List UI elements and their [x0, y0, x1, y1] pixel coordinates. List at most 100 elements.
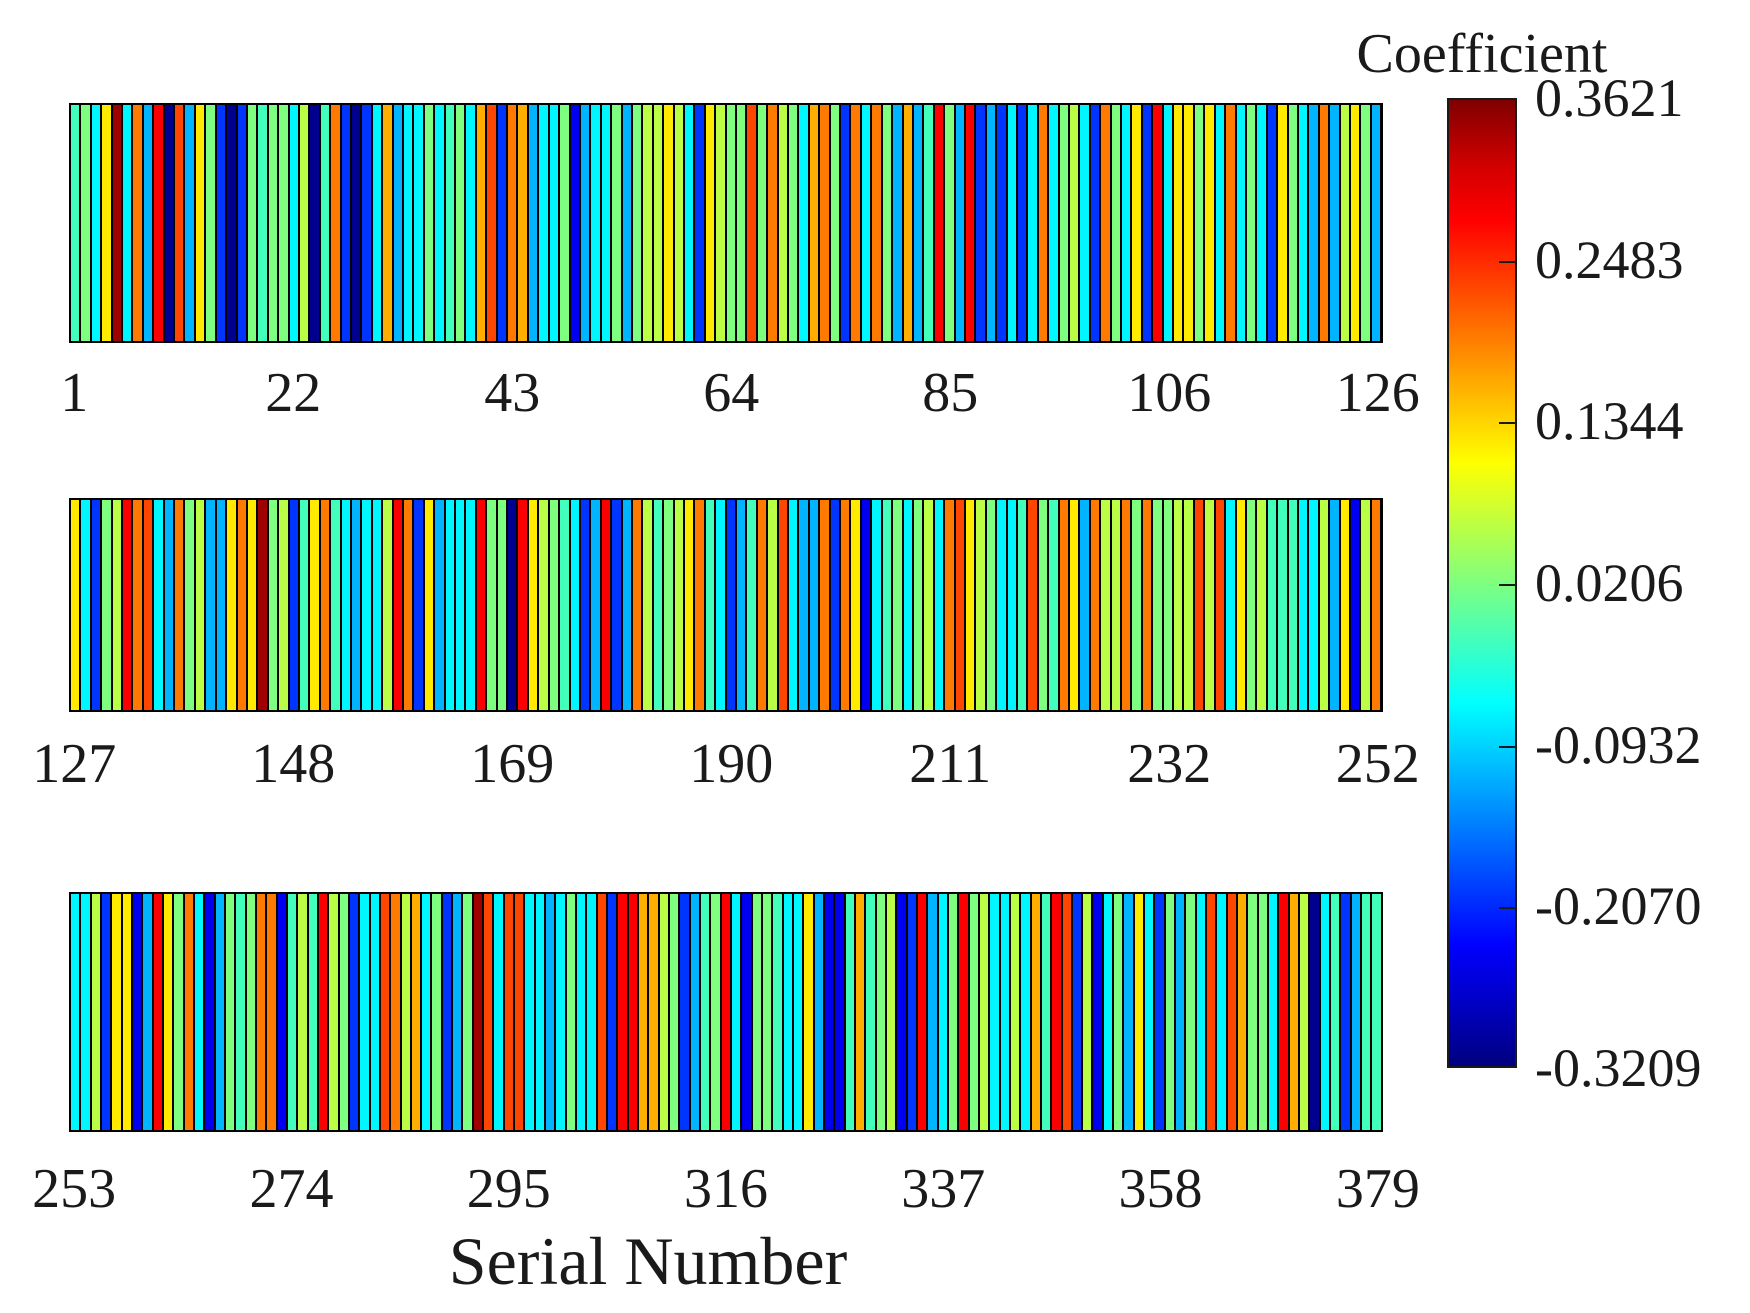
coefficient-cell-serial-194 [766, 500, 777, 710]
coefficient-cell-serial-150 [308, 500, 319, 710]
coefficient-cell-serial-268 [223, 894, 235, 1130]
coefficient-cell-serial-362 [1194, 894, 1206, 1130]
coefficient-cell-serial-294 [492, 894, 503, 1130]
coefficient-cell-serial-191 [735, 500, 746, 710]
coefficient-cell-serial-116 [1265, 105, 1277, 341]
coefficient-cell-serial-15 [214, 105, 226, 341]
coefficient-cell-serial-202 [849, 500, 860, 710]
coefficient-cell-serial-291 [461, 894, 472, 1130]
coefficient-cell-serial-146 [266, 500, 278, 710]
coefficient-cell-serial-145 [256, 500, 267, 710]
coefficient-cell-serial-217 [1005, 500, 1016, 710]
coefficient-cell-serial-128 [79, 500, 90, 710]
coefficient-cell-serial-8 [141, 105, 153, 341]
coefficient-cell-serial-215 [984, 500, 996, 710]
coefficient-cell-serial-227 [1109, 500, 1121, 710]
coefficient-cell-serial-318 [740, 894, 751, 1130]
coefficient-cell-serial-307 [626, 894, 638, 1130]
coefficient-cell-serial-355 [1122, 894, 1133, 1130]
coefficient-cell-serial-10 [162, 105, 174, 341]
coefficient-cell-serial-81 [901, 105, 912, 341]
coefficient-cell-serial-271 [254, 894, 266, 1130]
coefficient-cell-serial-319 [750, 894, 761, 1130]
coefficient-cell-serial-45 [526, 105, 538, 341]
coefficient-cell-serial-229 [1130, 500, 1141, 710]
coefficient-cell-serial-327 [833, 894, 844, 1130]
coefficient-cell-serial-311 [668, 894, 679, 1130]
coefficient-cell-serial-183 [651, 500, 663, 710]
coefficient-cell-serial-115 [1255, 105, 1266, 341]
coefficient-cell-serial-302 [575, 894, 586, 1130]
coefficient-cell-serial-173 [547, 500, 559, 710]
coefficient-cell-serial-122 [1328, 105, 1339, 341]
coefficient-cell-serial-354 [1112, 894, 1123, 1130]
coefficient-cell-serial-218 [1015, 500, 1027, 710]
coefficient-cell-serial-352 [1091, 894, 1102, 1130]
coefficient-cell-serial-203 [859, 500, 871, 710]
coefficient-cell-serial-175 [568, 500, 579, 710]
x-ticks-row-2: 127 148 169 190 211 232 252 [32, 733, 1420, 795]
coefficient-cell-serial-117 [1276, 105, 1287, 341]
coefficient-cell-serial-12 [183, 105, 194, 341]
coefficient-cell-serial-277 [316, 894, 328, 1130]
coefficient-cell-serial-38 [454, 105, 465, 341]
coefficient-cell-serial-142 [225, 500, 236, 710]
coefficient-cell-serial-244 [1286, 500, 1297, 710]
x-tick-label-337: 337 [901, 1158, 986, 1220]
x-tick-label-211: 211 [909, 733, 992, 795]
coefficient-cell-serial-98 [1078, 105, 1089, 341]
coefficient-cell-serial-80 [891, 105, 902, 341]
colorbar-gradient [1447, 98, 1517, 1068]
x-tick-label-85: 85 [922, 362, 979, 424]
coefficient-cell-serial-97 [1068, 105, 1079, 341]
coefficient-cell-serial-153 [339, 500, 350, 710]
coefficient-cell-serial-366 [1236, 894, 1247, 1130]
coefficient-cell-serial-110 [1203, 105, 1214, 341]
coefficient-cell-serial-314 [699, 894, 710, 1130]
coefficient-cell-serial-184 [662, 500, 673, 710]
coefficient-cell-serial-301 [564, 894, 576, 1130]
coefficient-cell-serial-25 [318, 105, 330, 341]
coefficient-cell-serial-300 [554, 894, 565, 1130]
coefficient-cell-serial-349 [1060, 894, 1071, 1130]
coefficient-cell-serial-305 [606, 894, 617, 1130]
coefficient-cell-serial-129 [89, 500, 101, 710]
coefficient-cell-serial-220 [1036, 500, 1048, 710]
coefficient-cell-serial-17 [235, 105, 246, 341]
coefficient-cell-serial-289 [440, 894, 452, 1130]
coefficient-cell-serial-108 [1182, 105, 1193, 341]
coefficient-cell-serial-51 [589, 105, 600, 341]
coefficient-cell-serial-207 [901, 500, 912, 710]
coefficient-cell-serial-76 [849, 105, 860, 341]
coefficient-cell-serial-345 [1019, 894, 1030, 1130]
coefficient-cell-serial-249 [1338, 500, 1349, 710]
coefficient-cell-serial-131 [110, 500, 122, 710]
coefficient-cell-serial-196 [787, 500, 798, 710]
coefficient-cell-serial-192 [745, 500, 756, 710]
coefficient-cell-serial-86 [953, 105, 964, 341]
coefficient-cell-serial-94 [1036, 105, 1048, 341]
coefficient-cell-serial-21 [277, 105, 288, 341]
colorbar-tick-label-0.3621: 0.3621 [1535, 68, 1684, 128]
coefficient-cell-serial-216 [995, 500, 1006, 710]
coefficient-cell-serial-24 [308, 105, 319, 341]
coefficient-cell-serial-295 [502, 894, 514, 1130]
coefficient-cell-serial-292 [471, 894, 483, 1130]
coefficient-cell-serial-176 [578, 500, 590, 710]
coefficient-cell-serial-187 [693, 500, 704, 710]
coefficient-cell-serial-293 [482, 894, 493, 1130]
x-tick-label-274: 274 [249, 1158, 334, 1220]
coefficient-cell-serial-231 [1151, 500, 1162, 710]
coefficient-cell-serial-127 [71, 500, 80, 710]
coefficient-cell-serial-59 [672, 105, 683, 341]
coefficient-cell-serial-284 [389, 894, 400, 1130]
coefficient-cell-serial-265 [192, 894, 204, 1130]
coefficient-cell-serial-67 [755, 105, 767, 341]
coefficient-cell-serial-261 [151, 894, 162, 1130]
coefficient-cell-serial-199 [818, 500, 829, 710]
coefficient-cell-serial-138 [183, 500, 194, 710]
coefficient-cell-serial-44 [516, 105, 527, 341]
coefficient-cell-serial-164 [454, 500, 465, 710]
coefficient-cell-serial-297 [523, 894, 534, 1130]
coefficient-cell-serial-18 [245, 105, 257, 341]
